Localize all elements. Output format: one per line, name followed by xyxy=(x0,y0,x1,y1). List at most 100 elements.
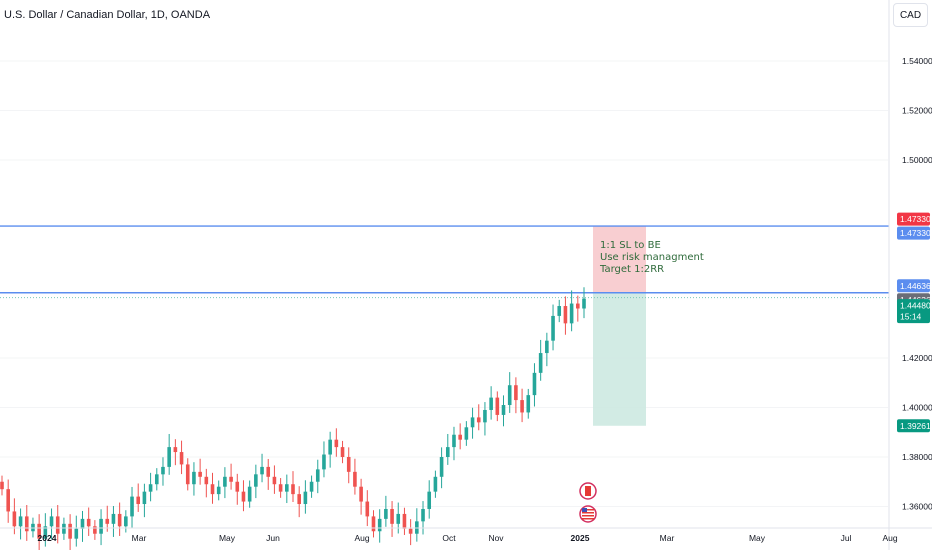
candle-body xyxy=(582,298,586,309)
candle-body xyxy=(229,476,233,482)
candle-body xyxy=(167,447,171,467)
price-labels: 1.473301.473301.446361.446361.4448015:14… xyxy=(897,212,931,433)
x-tick-label: Aug xyxy=(882,533,897,543)
candle-body xyxy=(315,469,320,482)
stop-loss-zone xyxy=(593,226,646,293)
candle-body xyxy=(495,397,500,415)
candle-body xyxy=(563,306,568,324)
candle-body xyxy=(173,447,178,453)
candle-body xyxy=(74,528,79,539)
candle-body xyxy=(359,486,363,502)
stop-price-label xyxy=(897,212,930,226)
candle-body xyxy=(142,491,147,505)
entry-price-label xyxy=(897,279,930,293)
candle-body xyxy=(148,484,153,492)
x-tick-label: Nov xyxy=(488,533,504,543)
candle-body xyxy=(353,471,357,487)
event-icons xyxy=(579,482,597,523)
x-tick-label: Jul xyxy=(841,533,852,543)
candle-body xyxy=(80,518,85,529)
entry-price-text: 1.44636 xyxy=(900,281,931,291)
x-tick-label: Aug xyxy=(354,533,369,543)
line-price-text: 1.47330 xyxy=(900,228,931,238)
candle-body xyxy=(303,491,308,505)
grid xyxy=(0,60,888,507)
candle-body xyxy=(198,471,202,477)
candle-body xyxy=(124,516,128,527)
position-zones xyxy=(593,226,646,426)
candle-body xyxy=(538,353,543,373)
candle-body xyxy=(260,466,264,475)
currency-selector[interactable]: CAD xyxy=(893,3,928,27)
y-tick-label: 1.42000 xyxy=(902,353,932,363)
candle-body xyxy=(340,447,345,457)
candle-body xyxy=(501,405,506,415)
candle-body xyxy=(272,476,277,485)
candle-body xyxy=(0,481,4,490)
candle-body xyxy=(62,523,66,534)
candle-body xyxy=(223,476,227,487)
candle-body xyxy=(532,372,537,396)
candle-body xyxy=(297,494,301,505)
candle-body xyxy=(526,395,531,413)
candle-body xyxy=(476,417,481,423)
candle-body xyxy=(55,516,60,534)
candle-body xyxy=(551,315,555,341)
candle-body xyxy=(266,466,271,477)
candle-body xyxy=(396,513,401,524)
candle-body xyxy=(557,306,562,316)
candle-body xyxy=(161,466,165,475)
candle-body xyxy=(86,518,91,527)
symbol-title: U.S. Dollar / Canadian Dollar, 1D, OANDA xyxy=(4,9,211,21)
candle-body xyxy=(514,385,518,401)
x-tick-label: May xyxy=(219,533,236,543)
y-tick-label: 1.40000 xyxy=(902,403,932,413)
candle-body xyxy=(49,516,54,527)
y-tick-label: 1.50000 xyxy=(902,155,932,165)
candle-body xyxy=(402,513,407,529)
candle-body xyxy=(470,417,475,428)
candle-body xyxy=(520,400,524,413)
candle-body xyxy=(371,516,376,532)
candle-body xyxy=(421,508,425,522)
candle-body xyxy=(408,528,413,534)
candle-body xyxy=(18,516,23,527)
y-tick-label: 1.52000 xyxy=(902,106,932,116)
x-tick-label: Oct xyxy=(442,533,456,543)
candle-body xyxy=(68,523,72,539)
candle-body xyxy=(192,471,196,485)
y-tick-label: 1.38000 xyxy=(902,452,932,462)
canada-flag-icon xyxy=(579,482,597,500)
candle-body xyxy=(328,439,332,455)
candle-body xyxy=(569,303,574,324)
x-tick-label: 2025 xyxy=(571,533,590,543)
take-profit-zone xyxy=(593,292,646,426)
annotation-line-2: Use risk managment xyxy=(600,252,704,263)
candle-body xyxy=(390,508,394,524)
candle-body xyxy=(136,496,141,505)
candle-body xyxy=(322,454,326,470)
candle-body xyxy=(334,439,339,448)
annotation-line-1: 1:1 SL to BE xyxy=(600,240,661,251)
candlesticks xyxy=(0,287,586,550)
candle-body xyxy=(24,516,29,532)
candle-body xyxy=(346,457,351,472)
candle-body xyxy=(235,481,240,492)
candle-body xyxy=(278,484,283,492)
candle-body xyxy=(99,518,103,534)
candle-body xyxy=(6,489,10,512)
candle-body xyxy=(105,518,110,524)
stop-price-text: 1.47330 xyxy=(900,214,931,224)
candle-body xyxy=(210,484,215,495)
candle-body xyxy=(247,486,252,502)
candle-body xyxy=(427,491,432,509)
target-price-label xyxy=(897,419,930,433)
y-tick-label: 1.54000 xyxy=(902,56,932,66)
x-tick-label: Mar xyxy=(660,533,675,543)
candle-body xyxy=(179,452,184,465)
target-price-text: 1.39261 xyxy=(900,421,931,431)
candle-body xyxy=(12,511,17,527)
annotation-line-3: Target 1:2RR xyxy=(600,264,665,275)
